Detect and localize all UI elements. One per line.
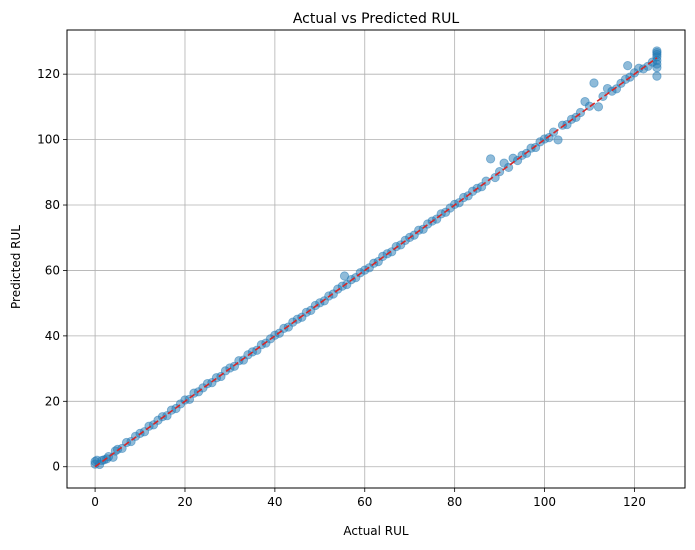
y-tick-label: 40 <box>45 329 60 343</box>
axis-ticks: 0 20 40 60 80 100 120 0 20 40 60 80 100 120 <box>37 67 646 509</box>
x-tick-label: 20 <box>177 495 192 509</box>
y-tick-label: 0 <box>52 460 60 474</box>
reference-line-group <box>94 57 658 468</box>
data-point <box>623 61 633 71</box>
x-tick-label: 80 <box>447 495 462 509</box>
data-point <box>652 71 662 81</box>
y-tick-label: 80 <box>45 198 60 212</box>
data-point <box>652 46 662 56</box>
y-tick-label: 120 <box>37 67 60 81</box>
y-tick-label: 60 <box>45 263 60 277</box>
x-tick-label: 120 <box>623 495 646 509</box>
reference-line <box>94 57 658 468</box>
data-point <box>589 78 599 88</box>
data-point <box>553 135 563 145</box>
y-tick-label: 20 <box>45 394 60 408</box>
data-point <box>486 154 496 164</box>
x-tick-label: 60 <box>357 495 372 509</box>
plot-frame <box>66 29 686 489</box>
chart-title: Actual vs Predicted RUL <box>293 11 459 27</box>
data-point <box>593 102 604 112</box>
y-tick-label: 100 <box>37 133 60 147</box>
x-tick-label: 100 <box>533 495 556 509</box>
x-tick-label: 0 <box>91 495 99 509</box>
data-point <box>503 162 514 172</box>
grid <box>67 30 685 488</box>
x-axis-label: Actual RUL <box>343 524 409 538</box>
x-tick-label: 40 <box>267 495 282 509</box>
y-axis-label: Predicted RUL <box>9 225 23 309</box>
